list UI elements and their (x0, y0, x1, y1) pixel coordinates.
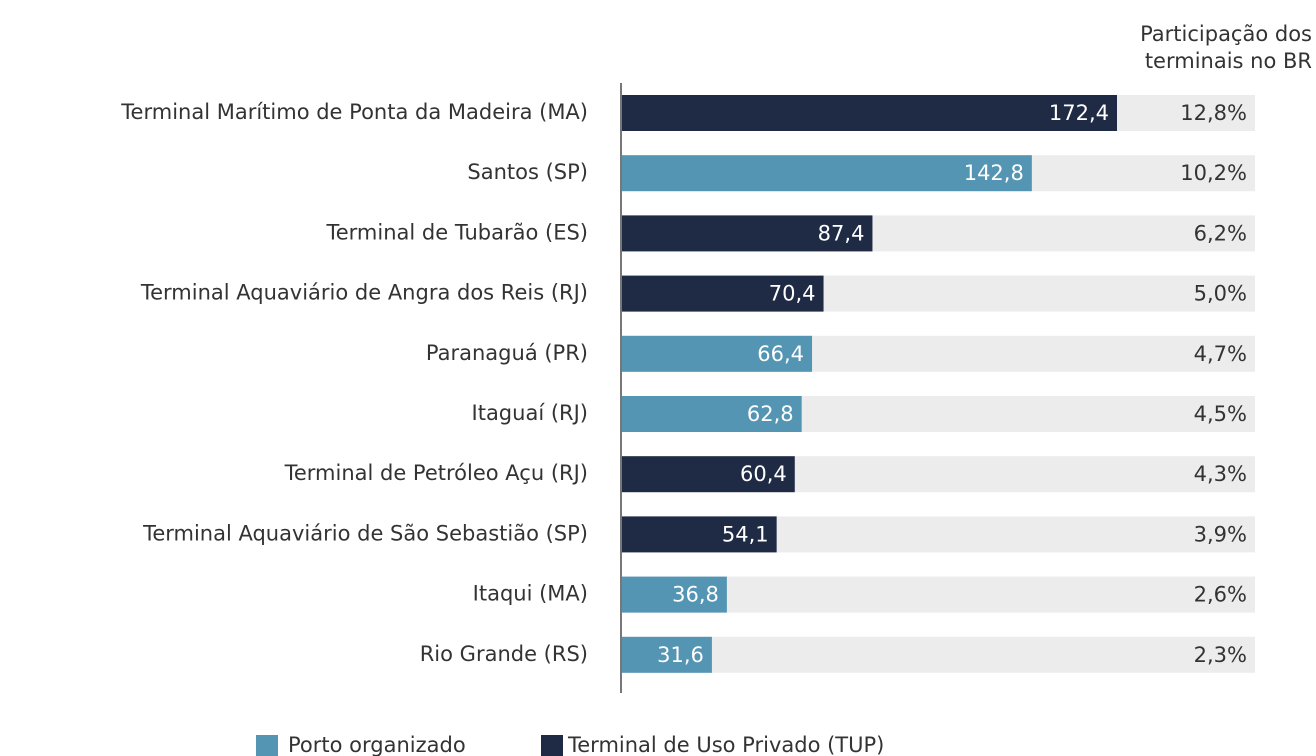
share-label: 6,2% (1194, 221, 1247, 245)
value-label: 172,4 (1049, 101, 1109, 125)
legend-label: Terminal de Uso Privado (TUP) (567, 733, 884, 756)
bar (621, 636, 712, 673)
value-label: 31,6 (657, 643, 704, 667)
category-label: Itaguaí (RJ) (472, 401, 588, 425)
share-label: 2,3% (1194, 643, 1247, 667)
share-label: 4,5% (1194, 402, 1247, 426)
category-label: Rio Grande (RS) (420, 642, 588, 666)
value-label: 54,1 (722, 522, 769, 546)
share-label: 5,0% (1194, 282, 1247, 306)
category-label: Paranaguá (PR) (426, 341, 588, 365)
bar (621, 215, 873, 252)
category-label: Terminal Aquaviário de Angra dos Reis (R… (140, 281, 588, 305)
bar (621, 396, 802, 432)
bar (621, 576, 727, 613)
category-label: Terminal Marítimo de Ponta da Madeira (M… (120, 100, 588, 124)
category-label: Itaqui (MA) (473, 582, 588, 606)
value-label: 62,8 (747, 402, 794, 426)
legend-label: Porto organizado (288, 733, 466, 756)
value-label: 87,4 (818, 221, 865, 245)
share-label: 10,2% (1180, 161, 1247, 185)
category-label: Santos (SP) (467, 160, 588, 184)
value-label: 36,8 (672, 583, 719, 607)
share-title: terminais no BR (1145, 49, 1312, 73)
legend-swatch (541, 735, 563, 756)
share-label: 4,7% (1194, 342, 1247, 366)
value-label: 60,4 (740, 462, 787, 486)
category-label: Terminal de Tubarão (ES) (325, 220, 588, 244)
share-label: 4,3% (1194, 462, 1247, 486)
share-label: 12,8% (1180, 101, 1247, 125)
legend-swatch (256, 735, 278, 756)
bar (621, 456, 795, 493)
share-background (621, 636, 1255, 673)
bar (621, 335, 813, 372)
share-title: Participação dos (1140, 22, 1312, 46)
value-label: 142,8 (964, 161, 1024, 185)
bar (621, 275, 824, 312)
category-label: Terminal Aquaviário de São Sebastião (SP… (142, 521, 588, 545)
bar (621, 516, 777, 553)
bar (621, 95, 1117, 131)
value-label: 70,4 (769, 282, 816, 306)
value-label: 66,4 (757, 342, 804, 366)
category-label: Terminal de Petróleo Açu (RJ) (284, 461, 588, 485)
share-label: 2,6% (1194, 583, 1247, 607)
share-label: 3,9% (1194, 522, 1247, 546)
bar (621, 155, 1032, 192)
